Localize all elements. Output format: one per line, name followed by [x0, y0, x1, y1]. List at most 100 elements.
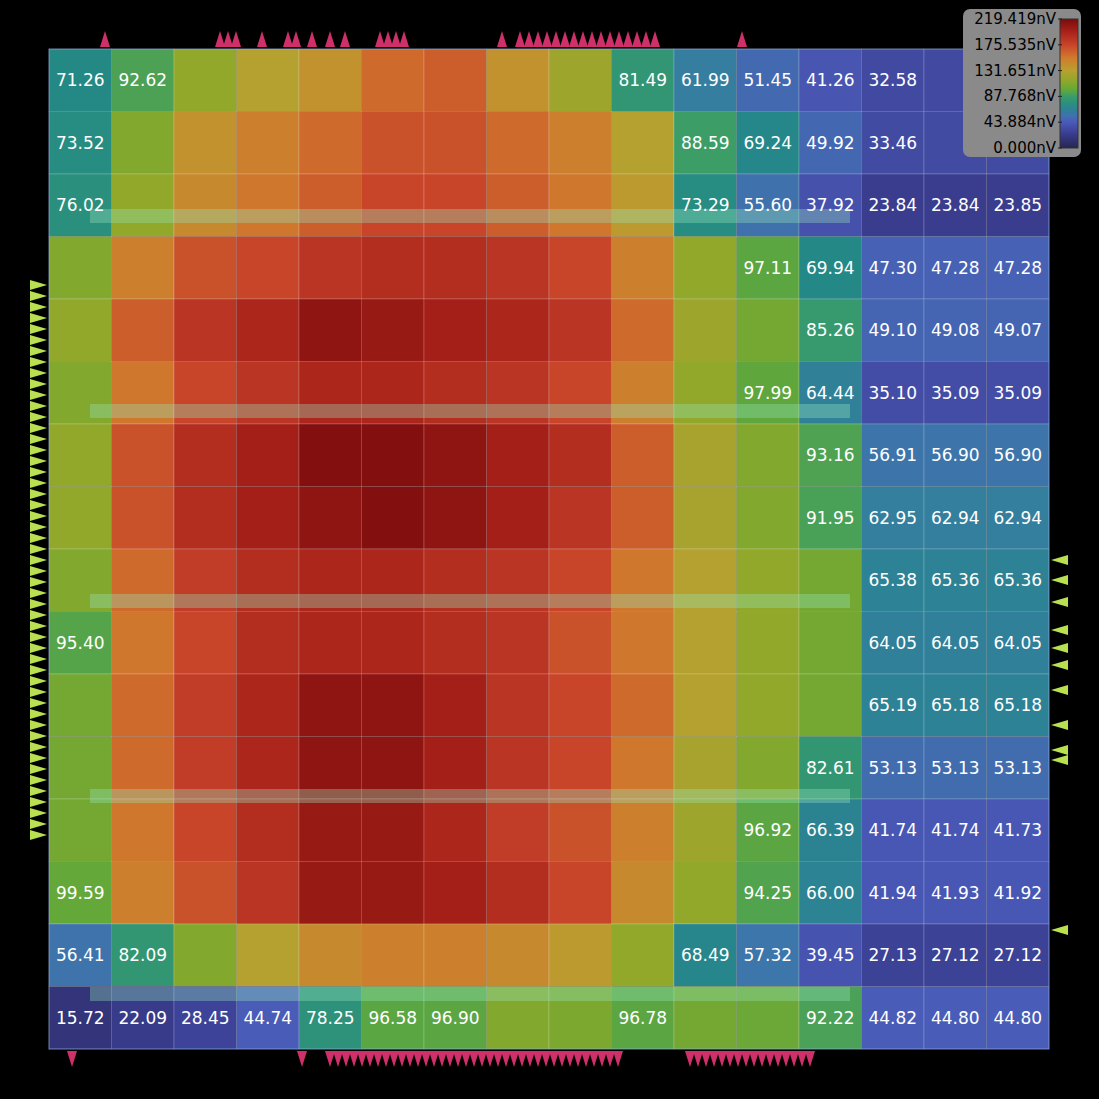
cell-label: 57.32	[743, 945, 792, 965]
cell-label: 27.12	[993, 945, 1042, 965]
cell	[737, 49, 800, 112]
pin	[30, 764, 47, 774]
cell	[549, 174, 612, 237]
pin	[557, 1051, 567, 1067]
cell	[487, 799, 550, 862]
cell	[49, 674, 112, 737]
pin	[1051, 755, 1068, 765]
pin	[1051, 660, 1068, 670]
pin	[391, 31, 401, 47]
cell-label: 41.93	[931, 883, 980, 903]
cell	[924, 424, 987, 487]
pin	[30, 302, 47, 312]
pin	[737, 31, 747, 47]
cell	[112, 174, 175, 237]
cell	[299, 299, 362, 362]
cell-label: 96.90	[431, 1008, 480, 1028]
cell	[487, 612, 550, 675]
pin	[549, 1051, 559, 1067]
pin	[373, 1051, 383, 1067]
cell	[174, 799, 237, 862]
cell	[612, 112, 675, 175]
cell-label: 15.72	[56, 1008, 105, 1028]
cell	[237, 112, 300, 175]
cell	[799, 799, 862, 862]
cell	[987, 924, 1050, 987]
cell	[737, 612, 800, 675]
cell	[612, 674, 675, 737]
cell	[549, 112, 612, 175]
pin	[30, 709, 47, 719]
cell	[174, 862, 237, 925]
cell	[362, 174, 425, 237]
pin	[30, 654, 47, 664]
cell-label: 91.95	[806, 508, 855, 528]
cell-label: 85.26	[806, 320, 855, 340]
cell	[424, 424, 487, 487]
cell	[862, 487, 925, 550]
pin	[30, 500, 47, 510]
cell	[487, 112, 550, 175]
cell-label: 53.13	[993, 758, 1042, 778]
cell	[862, 362, 925, 425]
cell-label: 96.78	[618, 1008, 667, 1028]
cell	[49, 49, 112, 112]
cell	[737, 237, 800, 300]
cell	[737, 487, 800, 550]
cell	[924, 612, 987, 675]
cell	[424, 924, 487, 987]
cell-label: 81.49	[618, 70, 667, 90]
cell-label: 62.94	[993, 508, 1042, 528]
cell-label: 56.41	[56, 945, 105, 965]
cell	[174, 237, 237, 300]
cell	[612, 612, 675, 675]
pin	[399, 31, 409, 47]
pin	[30, 324, 47, 334]
color-bar-box	[963, 9, 1081, 157]
pin	[381, 1051, 391, 1067]
cell	[362, 299, 425, 362]
cell	[987, 987, 1050, 1050]
pin	[30, 544, 47, 554]
cell	[924, 237, 987, 300]
cell-label: 41.74	[868, 820, 917, 840]
cell-label: 65.38	[868, 570, 917, 590]
pin	[30, 632, 47, 642]
cell	[674, 674, 737, 737]
cell	[362, 487, 425, 550]
cell-label: 82.09	[118, 945, 167, 965]
pin	[30, 753, 47, 763]
cell-label: 35.09	[993, 383, 1042, 403]
pin	[533, 31, 543, 47]
cell	[362, 112, 425, 175]
cell	[924, 987, 987, 1050]
cell	[987, 674, 1050, 737]
cell	[612, 487, 675, 550]
cell	[924, 799, 987, 862]
cell-label: 49.07	[993, 320, 1042, 340]
pin	[605, 1051, 615, 1067]
cell	[362, 237, 425, 300]
pin	[725, 1051, 735, 1067]
cell	[49, 424, 112, 487]
cell	[49, 612, 112, 675]
cell	[799, 237, 862, 300]
cell-label: 41.74	[931, 820, 980, 840]
pin	[231, 31, 241, 47]
cell	[299, 674, 362, 737]
cell	[549, 862, 612, 925]
cell	[987, 362, 1050, 425]
pin	[100, 31, 110, 47]
pin	[325, 31, 335, 47]
pin	[257, 31, 267, 47]
cell-label: 41.92	[993, 883, 1042, 903]
cell-label: 23.84	[868, 195, 917, 215]
pin	[733, 1051, 743, 1067]
pin	[569, 31, 579, 47]
cell	[674, 299, 737, 362]
cell	[674, 174, 737, 237]
pin	[30, 731, 47, 741]
cell	[737, 862, 800, 925]
pin	[30, 621, 47, 631]
cell-label: 64.05	[931, 633, 980, 653]
